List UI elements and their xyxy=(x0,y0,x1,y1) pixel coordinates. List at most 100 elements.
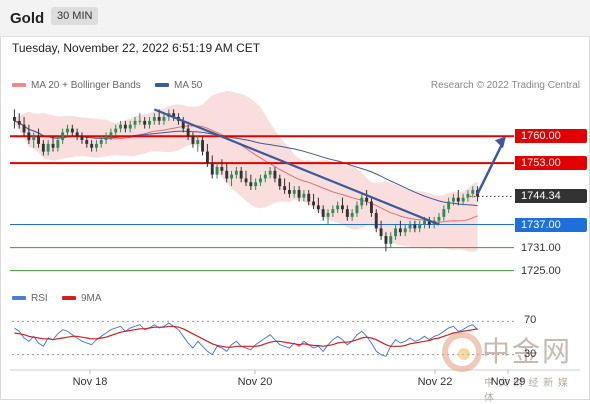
instrument-title: Gold xyxy=(10,10,45,27)
candle xyxy=(234,166,238,179)
legend-ma50-label: MA 50 xyxy=(174,80,203,91)
candle xyxy=(104,132,108,144)
watermark-text: 中金网 xyxy=(482,335,573,368)
research-credit: Research © 2022 Trading Central xyxy=(430,80,580,91)
candle xyxy=(259,174,262,187)
chart-header: Gold 30 MIN xyxy=(0,0,590,37)
candle-body xyxy=(128,124,132,129)
candle-body xyxy=(206,151,209,164)
candle-body xyxy=(456,197,460,202)
candle-body xyxy=(225,170,229,179)
candle xyxy=(413,220,417,233)
candle-body xyxy=(162,117,166,121)
candle xyxy=(61,128,65,144)
projection-arrow-head xyxy=(495,136,506,149)
candle xyxy=(196,136,200,152)
candle xyxy=(442,205,446,221)
candle-body xyxy=(99,140,103,144)
candle xyxy=(152,113,156,125)
candle-body xyxy=(234,170,238,175)
candle xyxy=(408,220,412,233)
candle xyxy=(85,136,89,148)
candle xyxy=(27,124,31,144)
candle-body xyxy=(104,136,108,140)
candle xyxy=(452,193,455,206)
candle xyxy=(210,155,214,179)
candle xyxy=(90,140,94,152)
candle xyxy=(288,182,291,198)
candle xyxy=(273,166,277,183)
candle xyxy=(278,174,282,190)
candle xyxy=(427,216,431,229)
candle-body xyxy=(80,136,84,140)
candle xyxy=(336,201,340,214)
candle-body xyxy=(461,197,465,202)
level-label-1731-00: 1731.00 xyxy=(521,242,561,254)
candle xyxy=(162,113,166,125)
watermark: 中金网 中 文 财 经 新 媒 体 xyxy=(440,326,580,404)
candle-body xyxy=(249,182,253,187)
candle xyxy=(244,170,248,187)
bollinger-swatch xyxy=(12,83,26,88)
candle-body xyxy=(259,178,262,183)
candle xyxy=(191,132,195,148)
candle-body xyxy=(316,205,320,210)
rsi-line xyxy=(14,322,478,357)
candle xyxy=(119,120,122,133)
candle xyxy=(461,193,465,206)
legend-rsi-label: RSI xyxy=(31,293,48,304)
candle xyxy=(456,190,460,206)
candle xyxy=(418,220,422,233)
candle xyxy=(370,197,373,217)
candle xyxy=(341,197,344,214)
candle-body xyxy=(210,163,214,175)
candle-body xyxy=(85,140,89,144)
level-label-1725-00: 1725.00 xyxy=(521,265,561,277)
candle-body xyxy=(302,193,306,198)
candle xyxy=(148,117,151,129)
candle-body xyxy=(56,140,60,148)
level-label-1753-00: 1753.00 xyxy=(515,156,587,170)
candle xyxy=(312,193,315,210)
candle xyxy=(128,120,132,133)
candle xyxy=(225,163,229,183)
candle xyxy=(331,205,335,217)
candle-body xyxy=(350,213,354,217)
candle-body xyxy=(442,209,446,217)
candle xyxy=(365,190,369,206)
candle-body xyxy=(331,209,335,213)
candle xyxy=(37,128,40,148)
candle-body xyxy=(109,132,113,137)
projection-arrow-shaft xyxy=(476,141,505,195)
candle xyxy=(326,209,330,225)
candle-body xyxy=(268,170,272,175)
candle xyxy=(46,140,50,156)
candle-body xyxy=(239,170,243,179)
candle xyxy=(13,109,16,129)
candle-body xyxy=(37,136,40,144)
candle xyxy=(394,224,397,240)
candle xyxy=(138,113,142,125)
candle-body xyxy=(336,205,340,210)
level-label-1737-00: 1737.00 xyxy=(515,218,587,232)
candle xyxy=(123,120,127,133)
candle-body xyxy=(123,124,127,129)
candle-body xyxy=(341,205,344,210)
candle-body xyxy=(13,117,16,121)
level-label-1760-00: 1760.00 xyxy=(515,129,587,143)
candle-body xyxy=(196,140,200,144)
candle-body xyxy=(370,201,373,213)
candle-body xyxy=(138,120,142,122)
candle xyxy=(230,170,233,187)
candle xyxy=(215,163,219,179)
candle-body xyxy=(32,136,36,140)
candle xyxy=(239,166,243,183)
timeframe-badge[interactable]: 30 MIN xyxy=(51,7,99,25)
candle-body xyxy=(427,220,431,225)
candle xyxy=(254,178,258,190)
candle-body xyxy=(114,128,118,133)
legend-bollinger: MA 20 + Bollinger Bands xyxy=(12,80,141,91)
candle-body xyxy=(263,174,267,179)
candle-body xyxy=(398,228,402,233)
